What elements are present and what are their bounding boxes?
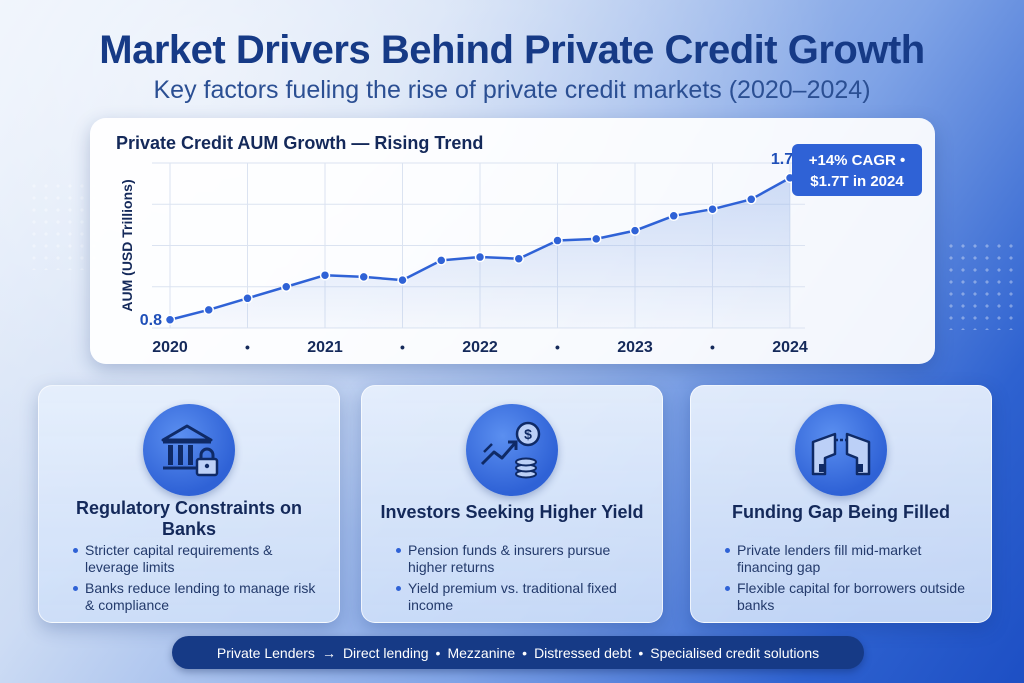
footer-bar: Private Lenders → Direct lending • Mezza… <box>172 636 864 669</box>
bullet-item: Stricter capital requirements & leverage… <box>73 542 325 576</box>
x-tick-label: 2024 <box>772 339 808 356</box>
page-subtitle: Key factors fueling the rise of private … <box>153 76 871 104</box>
bullet-item: Yield premium vs. traditional fixed inco… <box>396 580 648 614</box>
footer-item: Mezzanine <box>447 644 516 661</box>
page-title: Market Drivers Behind Private Credit Gro… <box>99 28 925 72</box>
cagr-callout-line1: +14% CAGR • <box>809 152 906 169</box>
cagr-callout-box <box>792 144 922 196</box>
x-tick-label: 2021 <box>307 339 343 356</box>
x-tick-dot: • <box>710 339 715 355</box>
y-axis-label: AUM (USD Trillions) <box>119 179 135 311</box>
data-point <box>746 194 757 205</box>
x-tick-dot: • <box>400 339 405 355</box>
data-point <box>474 251 486 263</box>
bullet-item: Private lenders fill mid-market financin… <box>725 542 977 576</box>
chart-title: Private Credit AUM Growth — Rising Trend <box>116 133 483 153</box>
chart-card: Private Credit AUM Growth — Rising Trend… <box>90 118 935 364</box>
card-bullets: Pension funds & insurers pursue higher r… <box>396 542 648 618</box>
bridge-gap-icon <box>795 404 887 496</box>
bullet-item: Pension funds & insurers pursue higher r… <box>396 542 648 576</box>
decorative-dots-right <box>945 240 1015 330</box>
bullet-item: Banks reduce lending to manage risk & co… <box>73 580 325 614</box>
card-title: Investors Seeking Higher Yield <box>380 502 644 522</box>
x-tick-dot: • <box>555 339 560 355</box>
data-point <box>513 253 524 264</box>
data-point <box>164 314 176 325</box>
x-tick-dot: • <box>245 339 250 355</box>
dot-separator: • <box>638 644 644 661</box>
footer-item: Distressed debt <box>534 644 632 661</box>
series-area <box>170 177 790 328</box>
data-point <box>629 225 641 236</box>
footer-item: Direct lending <box>342 644 429 661</box>
data-point <box>358 271 369 283</box>
footer-item: Specialised credit solutions <box>650 644 820 661</box>
card-title: Regulatory Constraints on Banks <box>75 498 303 539</box>
card-title: Funding Gap Being Filled <box>732 502 950 522</box>
decorative-dots-left <box>28 180 98 270</box>
bank-lock-icon <box>143 404 235 496</box>
card-funding-gap: Funding Gap Being Filled Private lenders… <box>690 385 992 623</box>
card-investors: $ Investors Seeking Higher Yield Pension… <box>361 385 663 623</box>
dot-separator: • <box>522 644 528 661</box>
data-point <box>281 281 292 292</box>
svg-text:$: $ <box>524 426 532 442</box>
x-tick-label: 2022 <box>462 339 498 356</box>
bullet-item: Flexible capital for borrowers outside b… <box>725 580 977 614</box>
data-point <box>319 269 331 281</box>
data-point <box>242 293 253 304</box>
dot-separator: • <box>435 644 441 661</box>
x-tick-label: 2023 <box>617 339 653 356</box>
card-bullets: Stricter capital requirements & leverage… <box>73 542 325 618</box>
card-bullets: Private lenders fill mid-market financin… <box>725 542 977 618</box>
data-label-end: 1.7 <box>771 151 793 168</box>
data-label-start: 0.8 <box>140 312 162 329</box>
data-point <box>397 274 408 286</box>
data-point <box>203 304 214 316</box>
data-point <box>552 235 563 246</box>
footer-item: Private Lenders <box>216 644 315 661</box>
data-point <box>668 210 679 222</box>
arrow-icon: → <box>321 644 336 661</box>
growth-dollar-icon: $ <box>466 404 558 496</box>
data-point <box>436 255 447 266</box>
data-point <box>707 203 718 215</box>
card-regulatory: Regulatory Constraints on Banks Stricter… <box>38 385 340 623</box>
x-tick-label: 2020 <box>152 339 188 356</box>
data-point <box>591 233 602 245</box>
aum-line-chart: Private Credit AUM Growth — Rising Trend… <box>116 133 922 356</box>
cagr-callout-line2: $1.7T in 2024 <box>810 173 904 190</box>
